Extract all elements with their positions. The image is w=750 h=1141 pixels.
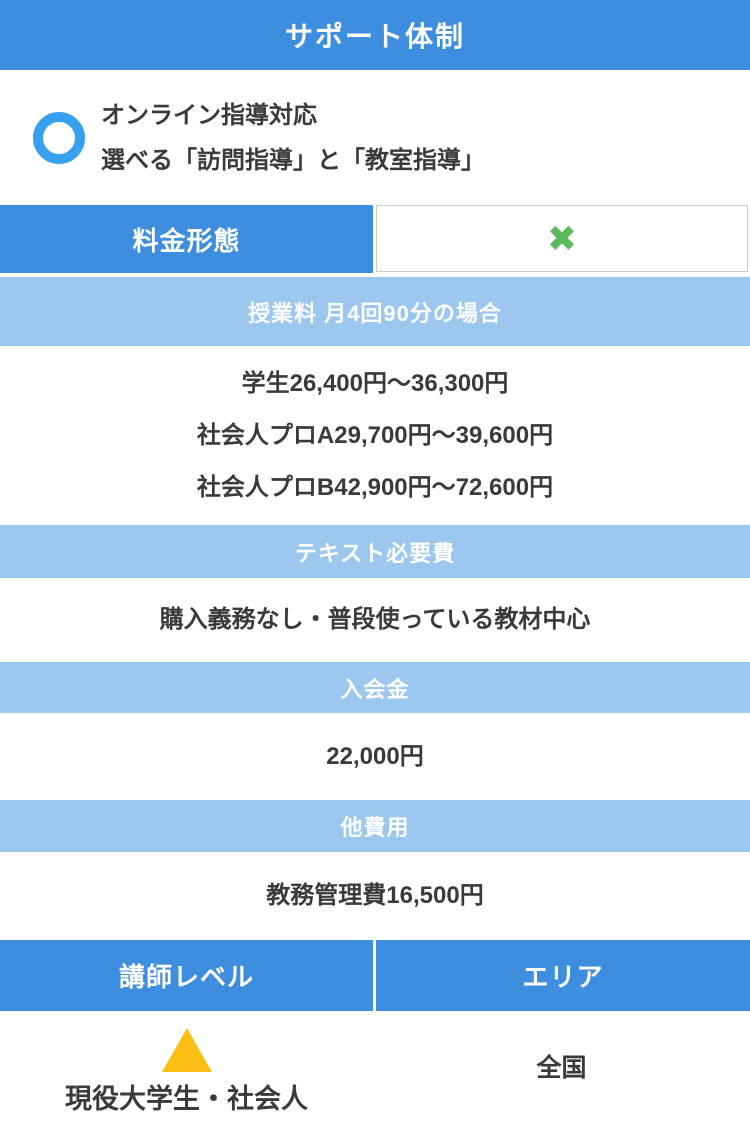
- area-header-cell: エリア: [376, 940, 750, 1011]
- footer-content-row: 現役大学生・社会人 全国: [0, 1011, 750, 1141]
- fee-type-value-cell: ✖: [376, 205, 748, 272]
- section-content-textbook: 購入義務なし・普段使っている教材中心: [0, 578, 750, 662]
- cross-icon: ✖: [546, 217, 578, 259]
- fee-type-label: 料金形態: [132, 225, 241, 256]
- fee-type-row: 料金形態 ✖: [0, 205, 750, 273]
- support-text: オンライン指導対応 選べる「訪問指導」と「教室指導」: [101, 93, 485, 183]
- section-heading-admission: 入会金: [0, 662, 750, 713]
- detail-line: 購入義務なし・普段使っている教材中心: [159, 606, 591, 633]
- divider: [0, 273, 750, 277]
- section-heading-label: 授業料 月4回90分の場合: [248, 300, 502, 326]
- triangle-icon: [161, 1028, 212, 1072]
- price-line: 学生26,400円〜36,300円: [241, 369, 509, 397]
- card-header: サポート体制: [0, 0, 750, 70]
- price-line: 社会人プロB42,900円〜72,600円: [196, 473, 554, 501]
- section-heading-other-fees: 他費用: [0, 800, 750, 852]
- teacher-level-value: 現役大学生・社会人: [65, 1084, 308, 1114]
- area-header: エリア: [522, 962, 604, 992]
- price-line: 社会人プロA29,700円〜39,600円: [196, 421, 554, 449]
- section-content-other-fees: 教務管理費16,500円: [0, 852, 750, 940]
- support-section: オンライン指導対応 選べる「訪問指導」と「教室指導」: [0, 70, 750, 205]
- support-line-1: オンライン指導対応: [101, 101, 317, 129]
- teacher-level-header: 講師レベル: [118, 962, 254, 992]
- area-cell: 全国: [373, 1011, 750, 1141]
- section-heading-label: テキスト必要費: [294, 540, 456, 566]
- section-heading-label: 入会金: [340, 676, 410, 702]
- card-title: サポート体制: [284, 21, 465, 52]
- section-content-tuition: 学生26,400円〜36,300円 社会人プロA29,700円〜39,600円 …: [0, 346, 750, 525]
- teacher-level-cell: 現役大学生・社会人: [0, 1011, 373, 1141]
- footer-header-row: 講師レベル エリア: [0, 940, 750, 1011]
- section-heading-tuition: 授業料 月4回90分の場合: [0, 277, 750, 346]
- section-content-admission: 22,000円: [0, 713, 750, 800]
- detail-line: 22,000円: [326, 742, 424, 770]
- detail-line: 教務管理費16,500円: [266, 882, 484, 909]
- section-heading-textbook: テキスト必要費: [0, 525, 750, 578]
- fee-type-label-cell: 料金形態: [0, 205, 373, 273]
- section-heading-label: 他費用: [340, 815, 410, 840]
- circle-ring-icon: [33, 111, 85, 164]
- support-line-2: 選べる「訪問指導」と「教室指導」: [101, 146, 485, 174]
- teacher-level-header-cell: 講師レベル: [0, 940, 373, 1011]
- area-value: 全国: [536, 1054, 587, 1082]
